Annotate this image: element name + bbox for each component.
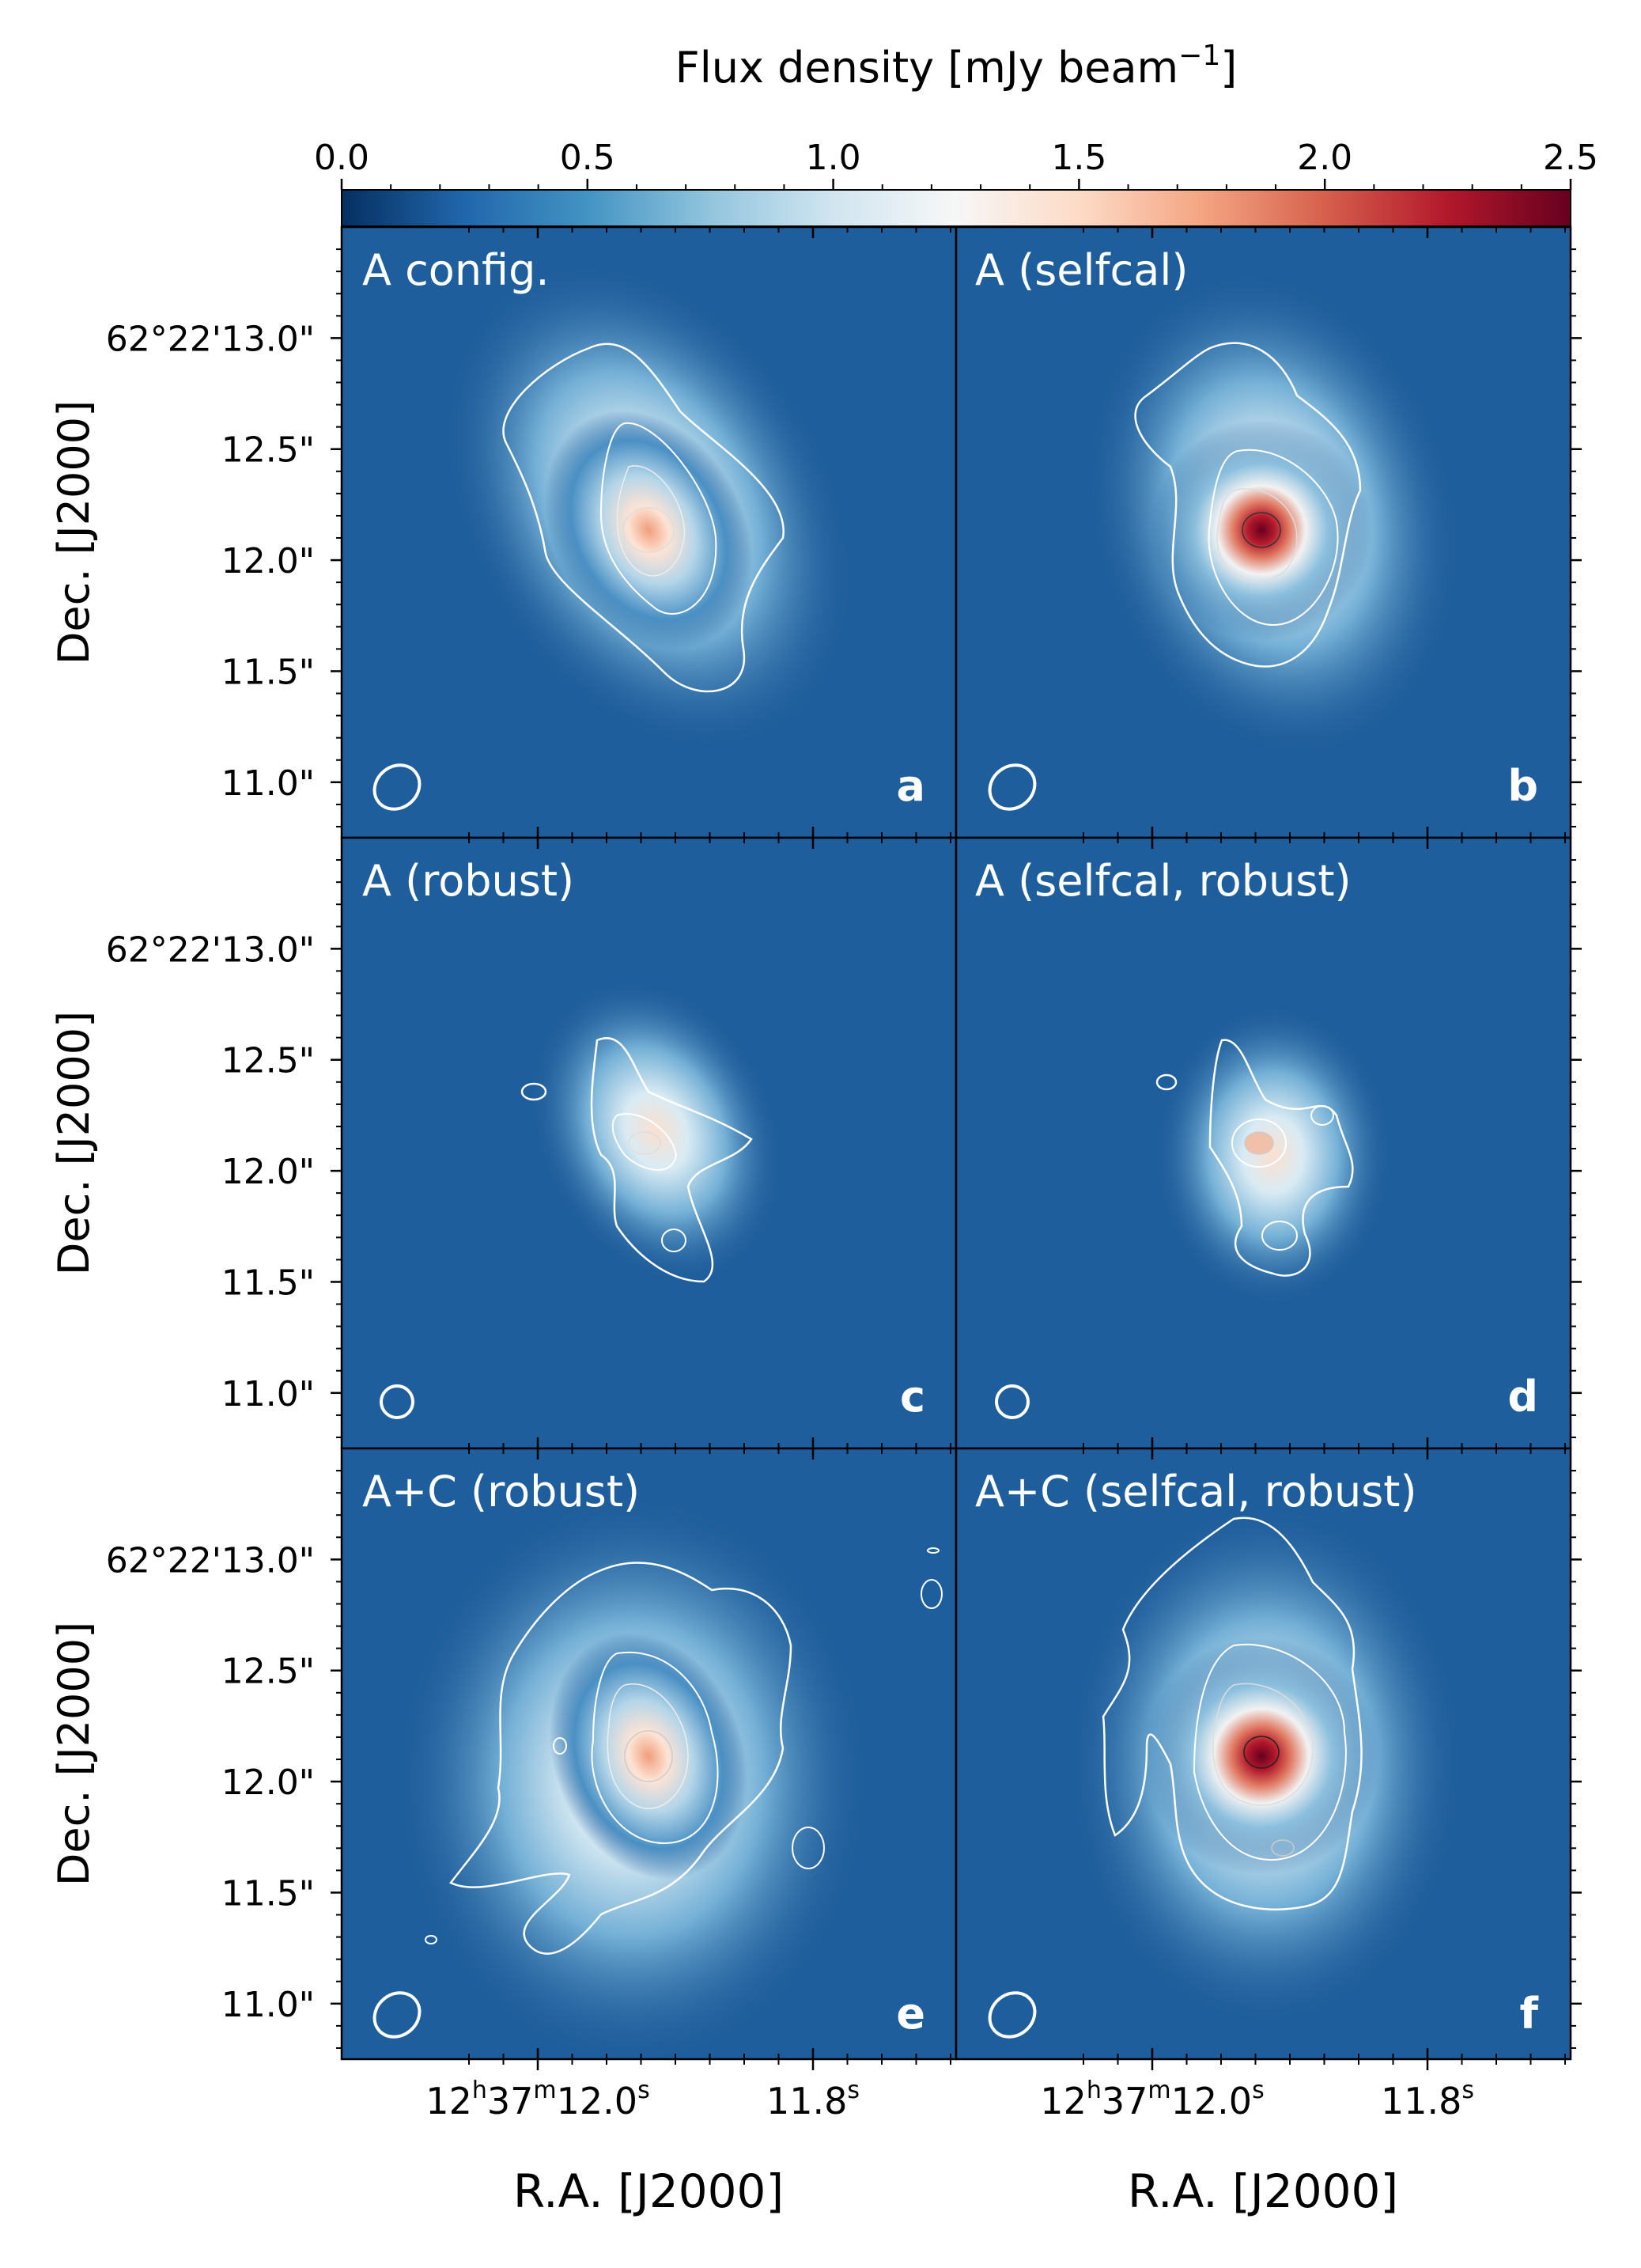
panel-title: A (selfcal, robust) [975, 856, 1352, 906]
panel-e: A+C (robust) e [340, 1447, 958, 2061]
panel-image [1155, 1005, 1392, 1305]
y-tick-label: 11.5" [221, 1873, 315, 1914]
x-axis-ticks [468, 227, 1566, 2070]
panel-a: A config. a [340, 225, 958, 839]
panel-letter: d [1507, 1372, 1538, 1422]
colorbar-ticks: 0.0 0.5 1.0 1.5 2.0 2.5 [314, 138, 1598, 190]
panel-letter: e [896, 1989, 925, 2039]
colorbar-tick-label: 2.0 [1297, 138, 1352, 178]
panel-c: A (robust) c [340, 836, 958, 1450]
panel-title: A+C (robust) [362, 1467, 640, 1516]
x-tick-label: 11.8s [1381, 2077, 1474, 2122]
panel-d: A (selfcal, robust) d [955, 836, 1572, 1450]
x-tick-label: 12h37m12.0s [425, 2077, 649, 2122]
colorbar-label: Flux density [mJy beam−1] [675, 40, 1238, 93]
panel-letter: b [1507, 761, 1538, 811]
panel-image [395, 1495, 943, 2059]
colorbar-gradient [341, 189, 1571, 227]
panel-image [1068, 1503, 1463, 2025]
panel-image [520, 979, 784, 1284]
panel-image [1086, 272, 1461, 756]
colorbar-tick-label: 1.5 [1051, 138, 1106, 178]
beam-ellipse [988, 763, 1037, 811]
panel-letter: c [900, 1372, 925, 1422]
y-tick-label: 12.5" [221, 430, 315, 471]
panel-letter: f [1520, 1989, 1539, 2039]
beam-ellipse [372, 763, 422, 811]
y-tick-label: 12.5" [221, 1041, 315, 1081]
panel-b: A (selfcal) b [955, 225, 1572, 839]
y-tick-label: 62°22'13.0" [106, 930, 315, 970]
panel-f: A+C (selfcal, robust) f [955, 1447, 1572, 2061]
y-tick-label: 11.5" [221, 652, 315, 692]
y-tick-label: 62°22'13.0" [106, 1540, 315, 1581]
colorbar-tick-label: 0.5 [560, 138, 615, 178]
y-tick-label: 62°22'13.0" [106, 319, 315, 359]
panel-image [444, 262, 853, 751]
x-axis-label: R.A. [J2000] [513, 2164, 784, 2218]
y-axis-label: Dec. [J2000] [49, 400, 99, 664]
y-axis-ticks: 62°22'13.0" 12.5" 12.0" 11.5" 11.0" 62°22'13.… [106, 248, 1582, 2049]
colorbar: 0.0 0.5 1.0 1.5 2.0 2.5 Flux density [mJy bea… [314, 40, 1598, 227]
panel-title: A (robust) [362, 856, 574, 906]
y-tick-label: 11.5" [221, 1263, 315, 1303]
beam-ellipse [988, 1991, 1037, 2039]
y-tick-label: 12.0" [221, 1763, 315, 1803]
x-axis-label: R.A. [J2000] [1128, 2164, 1398, 2218]
panel-title: A+C (selfcal, robust) [975, 1467, 1417, 1516]
panel-title: A config. [362, 245, 550, 295]
y-tick-label: 11.0" [221, 763, 315, 804]
x-tick-label: 12h37m12.0s [1040, 2077, 1264, 2122]
beam-ellipse [372, 1991, 422, 2039]
panel-title: A (selfcal) [975, 245, 1188, 295]
beam-ellipse [995, 1384, 1030, 1419]
y-tick-label: 11.0" [221, 1374, 315, 1414]
x-tick-label: 11.8s [766, 2077, 860, 2122]
y-tick-label: 12.0" [221, 541, 315, 581]
y-tick-label: 12.0" [221, 1152, 315, 1192]
colorbar-tick-label: 0.0 [314, 138, 369, 178]
panel-grid: A config. a A (selfcal) b [340, 225, 1572, 2061]
colorbar-tick-label: 1.0 [806, 138, 861, 178]
colorbar-tick-label: 2.5 [1543, 138, 1598, 178]
y-axis-label: Dec. [J2000] [49, 1622, 99, 1886]
y-axis-label: Dec. [J2000] [49, 1011, 99, 1275]
y-tick-label: 11.0" [221, 1985, 315, 2025]
y-tick-label: 12.5" [221, 1652, 315, 1692]
panel-letter: a [897, 761, 925, 811]
beam-ellipse [380, 1384, 414, 1419]
